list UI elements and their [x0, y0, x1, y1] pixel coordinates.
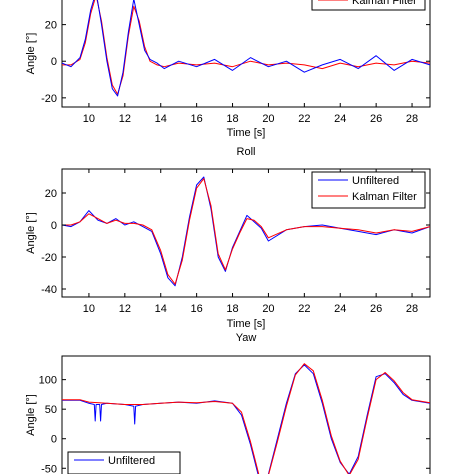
legend-entry-label: Kalman Filter — [352, 191, 417, 203]
x-tick-label: 14 — [155, 113, 167, 125]
x-tick-label: 10 — [83, 113, 95, 125]
x-tick-label: 12 — [119, 303, 131, 315]
x-tick-label: 10 — [83, 303, 95, 315]
series-line-unlabeled-1 — [62, 363, 430, 474]
x-tick-label: 16 — [191, 303, 203, 315]
y-axis-label: Angle [°] — [25, 33, 37, 75]
x-tick-label: 26 — [370, 303, 382, 315]
legend-entry-label: Unfiltered — [108, 455, 155, 467]
x-axis-label: Time [s] — [227, 127, 266, 139]
x-tick-label: 16 — [191, 113, 203, 125]
chart-panel-3: -50 0 50 100 Yaw Angle [°] Unfiltered — [25, 332, 431, 474]
y-tick-label: -20 — [41, 93, 57, 105]
x-tick-label: 18 — [226, 303, 238, 315]
y-tick-label: 20 — [45, 20, 57, 32]
x-tick-label: 22 — [298, 113, 310, 125]
chart-panel-2: 10 12 14 16 18 20 22 24 26 28 -40 -20 0 20 Roll Time [s… — [25, 146, 431, 330]
series-line-kalman-filter — [62, 178, 430, 285]
legend-entry-label: Kalman Filter — [352, 0, 417, 7]
chart-panel-1: 10 12 14 16 18 20 22 24 26 28 -20 0 20 Time [s] Angle … — [25, 0, 431, 139]
legend-box — [67, 451, 181, 474]
x-tick-label: 12 — [119, 113, 131, 125]
y-tick-label: 20 — [45, 188, 57, 200]
y-tick-label: -40 — [41, 284, 57, 296]
series-line-unlabeled-1 — [62, 0, 430, 97]
y-tick-label: -50 — [41, 463, 57, 474]
x-tick-label: 22 — [298, 303, 310, 315]
legend: Kalman Filter — [311, 0, 426, 11]
x-tick-label: 20 — [262, 113, 274, 125]
x-tick-label: 26 — [370, 113, 382, 125]
legend-entry-label: Unfiltered — [352, 175, 399, 187]
y-axis-label: Angle [°] — [25, 212, 37, 254]
y-tick-label: 0 — [51, 220, 57, 232]
series-line-unfiltered — [62, 364, 430, 474]
plot-area — [61, 0, 431, 108]
x-axis-label: Time [s] — [227, 318, 266, 330]
y-tick-label: 100 — [39, 375, 57, 387]
x-tick-label: 14 — [155, 303, 167, 315]
x-tick-label: 24 — [334, 113, 346, 125]
x-tick-label: 28 — [406, 113, 418, 125]
y-tick-label: 0 — [51, 434, 57, 446]
y-axis-label: Angle [°] — [25, 394, 37, 436]
legend-box — [311, 0, 426, 11]
legend: Unfiltered Kalman Filter — [311, 171, 426, 209]
y-tick-label: 50 — [45, 404, 57, 416]
legend: Unfiltered — [67, 451, 181, 474]
x-tick-label: 18 — [226, 113, 238, 125]
x-tick-label: 24 — [334, 303, 346, 315]
panel-title: Roll — [237, 146, 256, 158]
panel-title: Yaw — [236, 332, 257, 344]
x-tick-label: 20 — [262, 303, 274, 315]
y-tick-label: -20 — [41, 252, 57, 264]
x-tick-label: 28 — [406, 303, 418, 315]
y-tick-label: 0 — [51, 56, 57, 68]
legend-box — [311, 171, 426, 209]
